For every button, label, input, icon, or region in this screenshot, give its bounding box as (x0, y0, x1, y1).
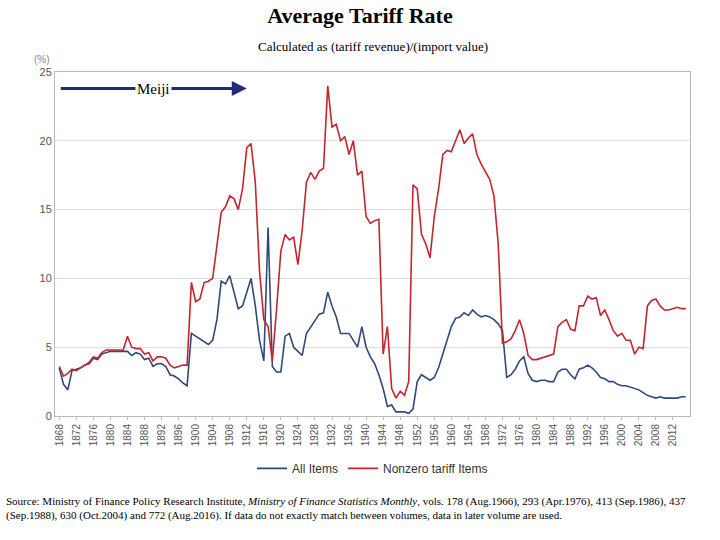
svg-text:1972: 1972 (497, 424, 508, 447)
svg-text:20: 20 (40, 135, 52, 147)
svg-text:1876: 1876 (88, 424, 99, 447)
svg-text:1912: 1912 (241, 424, 252, 447)
svg-text:1940: 1940 (360, 424, 371, 447)
svg-text:1996: 1996 (599, 424, 610, 447)
svg-text:1868: 1868 (54, 424, 65, 447)
svg-text:1948: 1948 (394, 424, 405, 447)
svg-text:Average Tariff Rate: Average Tariff Rate (267, 3, 453, 28)
svg-text:1916: 1916 (258, 424, 269, 447)
svg-text:(%): (%) (34, 54, 50, 65)
svg-text:1904: 1904 (207, 424, 218, 447)
svg-text:1964: 1964 (463, 424, 474, 447)
svg-text:1956: 1956 (429, 424, 440, 447)
svg-text:1920: 1920 (275, 424, 286, 447)
svg-text:2008: 2008 (650, 424, 661, 447)
svg-text:1952: 1952 (412, 424, 423, 447)
html-text:Source: Ministry of Finance Po: Source: Ministry of Finance Policy Resea… (6, 495, 686, 521)
svg-text:1884: 1884 (122, 424, 133, 447)
svg-text:1980: 1980 (531, 424, 542, 447)
svg-text:1888: 1888 (139, 424, 150, 447)
svg-text:1988: 1988 (565, 424, 576, 447)
svg-text:1968: 1968 (480, 424, 491, 447)
svg-text:1908: 1908 (224, 424, 235, 447)
svg-text:1880: 1880 (105, 424, 116, 447)
svg-text:1936: 1936 (343, 424, 354, 447)
svg-text:0: 0 (46, 410, 52, 422)
svg-text:1932: 1932 (326, 424, 337, 447)
svg-text:1928: 1928 (309, 424, 320, 447)
svg-text:Meiji: Meiji (137, 81, 170, 97)
svg-text:1976: 1976 (514, 424, 525, 447)
svg-text:1872: 1872 (71, 424, 82, 447)
svg-text:2012: 2012 (667, 424, 678, 447)
svg-text:1984: 1984 (548, 424, 559, 447)
svg-text:10: 10 (40, 272, 52, 284)
svg-text:1900: 1900 (190, 424, 201, 447)
svg-text:Calculated as (tariff revenue): Calculated as (tariff revenue)/(import v… (258, 39, 488, 54)
svg-text:1896: 1896 (173, 424, 184, 447)
svg-text:5: 5 (46, 341, 52, 353)
svg-text:1944: 1944 (377, 424, 388, 447)
svg-text:15: 15 (40, 203, 52, 215)
svg-text:25: 25 (40, 66, 52, 78)
svg-text:1892: 1892 (156, 424, 167, 447)
svg-text:1992: 1992 (582, 424, 593, 447)
svg-text:2004: 2004 (633, 424, 644, 447)
svg-text:1960: 1960 (446, 424, 457, 447)
svg-text:Nonzero tariff Items: Nonzero tariff Items (383, 462, 487, 476)
svg-text:1924: 1924 (292, 424, 303, 447)
svg-text:2000: 2000 (616, 424, 627, 447)
svg-text:All Items: All Items (292, 462, 338, 476)
